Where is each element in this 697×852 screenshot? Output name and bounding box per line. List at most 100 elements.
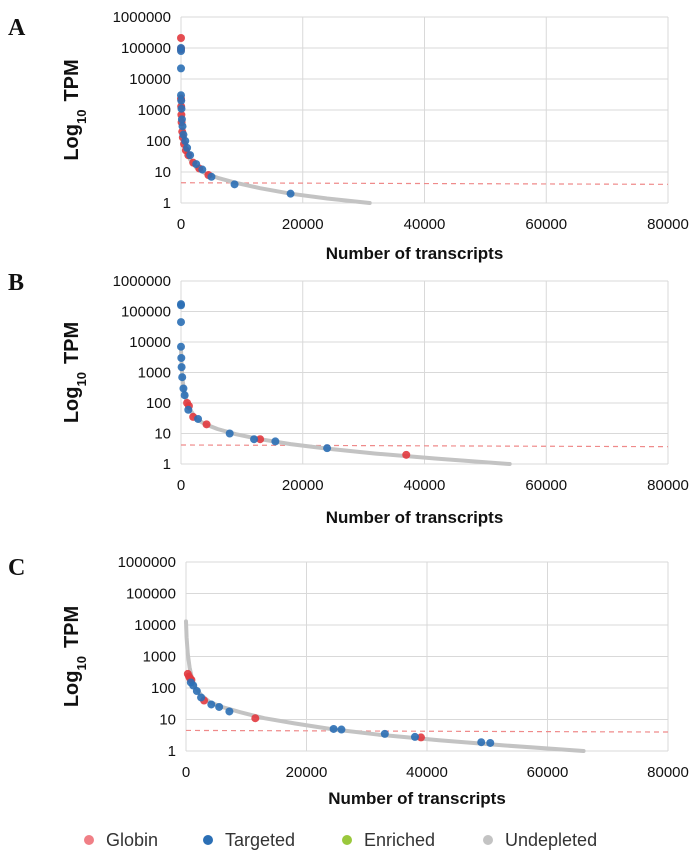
legend-item-globin: Globin <box>84 830 158 850</box>
panel-c-targeted-point <box>410 732 419 741</box>
panel-a-ytick-label: 100000 <box>121 40 171 57</box>
legend-item-targeted: Targeted <box>203 830 295 850</box>
panel-a-ytick-label: 10000 <box>129 71 171 88</box>
panel-a-targeted-point <box>230 180 239 189</box>
panel-c-targeted-point <box>192 687 201 696</box>
panel-b-ytick-label: 10000 <box>129 334 171 351</box>
panel-a-xtick-label: 60000 <box>525 216 567 233</box>
legend-label-globin: Globin <box>106 829 159 850</box>
panel-c-ytick-label: 100 <box>151 680 176 697</box>
panel-a-undepleted-curve <box>179 93 372 205</box>
panel-c-targeted-point <box>215 702 224 711</box>
panel-a-xtick-label: 40000 <box>404 216 446 233</box>
panel-c-ytick-label: 10 <box>159 712 176 729</box>
globin-swatch <box>84 835 94 845</box>
panel-a-x-axis-label: Number of transcripts <box>326 244 504 263</box>
panel-c-targeted-point <box>225 707 234 716</box>
legend-label-targeted: Targeted <box>225 829 296 850</box>
legend-label-enriched: Enriched <box>364 829 436 850</box>
panel-a-y-axis-label: Log10TPM <box>61 59 89 160</box>
legend: Globin Targeted Enriched Undepleted <box>0 826 697 852</box>
legend-item-undepleted: Undepleted <box>483 830 597 850</box>
panel-a-targeted-point <box>181 137 190 145</box>
panel-b-ytick-label: 1000 <box>138 365 171 382</box>
legend-item-enriched: Enriched <box>342 830 435 850</box>
panel-c-globin-point <box>416 733 425 742</box>
panel-b-ytick-label: 100000 <box>121 304 171 321</box>
panel-c-targeted-point <box>486 738 495 747</box>
panel-c-xtick-label: 0 <box>182 764 190 781</box>
panel-b-undepleted-curve <box>179 346 512 466</box>
panel-a-targeted-point <box>183 143 192 152</box>
panel-b-globin-point <box>256 435 265 444</box>
panel-c-globin-point <box>251 714 260 723</box>
panel-a-xtick-label: 20000 <box>282 216 324 233</box>
panel-b-xtick-label: 60000 <box>525 477 567 494</box>
panel-c: C 1 10 100 1000 10000 100000 1000000 0 20000 4000… <box>8 554 689 808</box>
panel-b-targeted-point <box>250 435 259 444</box>
panel-c-ytick-label: 10000 <box>134 617 176 634</box>
panel-a-targeted-point <box>179 130 188 139</box>
panel-b-ytick-label: 1000000 <box>113 273 171 290</box>
panel-letter-b: B <box>8 270 24 296</box>
panel-c-xtick-label: 80000 <box>647 764 689 781</box>
panel-c-targeted-point <box>197 693 206 702</box>
panel-b-xtick-label: 40000 <box>404 477 446 494</box>
panel-a-targeted-point <box>177 104 186 113</box>
panel-a-ytick-label: 1000000 <box>113 9 171 26</box>
panel-a-targeted-point <box>178 122 187 131</box>
panel-a-targeted-point <box>177 115 186 124</box>
panel-b-targeted-point <box>177 363 186 372</box>
panel-b-targeted-point <box>177 353 186 362</box>
panel-b-targeted-point <box>177 301 185 310</box>
panel-b-targeted-point <box>180 391 189 400</box>
panel-c-y-axis-label: Log10TPM <box>61 606 89 707</box>
panel-b-targeted-point <box>225 429 234 438</box>
panel-b-targeted-point <box>178 373 187 382</box>
panel-c-xtick-label: 40000 <box>406 764 448 781</box>
panel-b-xtick-label: 20000 <box>282 477 324 494</box>
panel-a-ytick-label: 10 <box>154 164 171 181</box>
panel-b-ytick-label: 10 <box>154 426 171 443</box>
panel-a-ytick-label: 1000 <box>138 102 171 119</box>
panel-a-targeted-point <box>177 64 185 73</box>
panel-c-targeted-point <box>337 725 346 734</box>
panel-a: A 1 10 100 1000 10000 100000 1000000 0 20000 4000… <box>8 9 689 263</box>
panel-b-threshold-line <box>180 444 669 448</box>
panel-c-targeted-point <box>380 729 389 738</box>
panel-a-xtick-label: 0 <box>177 216 185 233</box>
panel-b-globin-point <box>402 450 411 459</box>
panel-c-x-axis-label: Number of transcripts <box>328 789 506 808</box>
panel-c-xtick-label: 20000 <box>286 764 328 781</box>
panel-c-ytick-label: 100000 <box>126 586 176 603</box>
panel-c-targeted-point <box>207 700 216 709</box>
panel-a-targeted-point <box>177 47 185 56</box>
panel-b: B 1 10 100 1000 10000 100000 1000000 0 20000 4000… <box>8 270 689 527</box>
panel-letter-c: C <box>8 555 25 581</box>
targeted-swatch <box>203 835 213 845</box>
panel-b-y-axis-label: Log10TPM <box>61 322 89 423</box>
panel-a-xtick-label: 80000 <box>647 216 689 233</box>
panel-b-targeted-point <box>179 384 188 393</box>
panel-c-ytick-label: 1000 <box>143 649 176 666</box>
panel-a-threshold-line <box>180 182 669 185</box>
panel-a-targeted-point <box>186 151 195 160</box>
panel-b-targeted-point <box>194 414 203 423</box>
panel-a-targeted-point <box>192 160 201 169</box>
panel-b-xtick-label: 0 <box>177 477 185 494</box>
panel-c-ytick-label: 1 <box>168 743 176 760</box>
panel-a-globin-point <box>177 34 185 43</box>
panel-b-targeted-point <box>271 437 280 446</box>
panel-a-targeted-point <box>177 96 186 105</box>
panel-a-targeted-point <box>286 189 295 198</box>
panel-b-globin-point <box>202 420 211 429</box>
panel-b-targeted-point <box>177 342 185 351</box>
panel-c-targeted-point <box>329 724 338 733</box>
panel-b-targeted-point <box>323 444 332 453</box>
panel-letter-a: A <box>8 15 26 41</box>
panel-b-targeted-point <box>184 405 193 414</box>
panel-b-xtick-label: 80000 <box>647 477 689 494</box>
undepleted-swatch <box>483 835 493 845</box>
enriched-swatch <box>342 835 352 845</box>
